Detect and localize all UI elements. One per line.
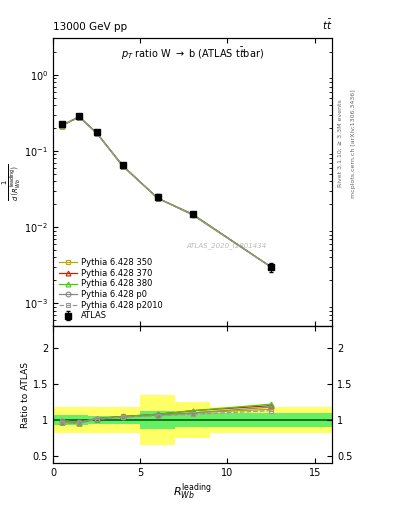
Y-axis label: Ratio to ATLAS: Ratio to ATLAS [21, 362, 30, 428]
Pythia 6.428 p0 [77, 114, 82, 120]
Pythia 6.428 380 [190, 211, 195, 217]
Text: ATLAS_2020_I1801434: ATLAS_2020_I1801434 [186, 242, 266, 249]
Pythia 6.428 p0 [120, 163, 125, 169]
X-axis label: $R_{Wb}^{\mathrm{leading}}$: $R_{Wb}^{\mathrm{leading}}$ [173, 481, 212, 502]
Pythia 6.428 p0 [190, 212, 195, 218]
Pythia 6.428 350 [77, 114, 82, 120]
Text: Rivet 3.1.10; ≥ 3.3M events: Rivet 3.1.10; ≥ 3.3M events [338, 99, 343, 187]
Pythia 6.428 350 [59, 122, 64, 129]
Pythia 6.428 p0 [269, 264, 274, 270]
Pythia 6.428 350 [94, 130, 99, 136]
Pythia 6.428 p2010 [120, 163, 125, 169]
Pythia 6.428 350 [269, 264, 274, 270]
Pythia 6.428 p2010 [190, 212, 195, 218]
Pythia 6.428 380 [155, 195, 160, 201]
Pythia 6.428 p2010 [269, 264, 274, 270]
Line: Pythia 6.428 380: Pythia 6.428 380 [59, 115, 274, 269]
Line: Pythia 6.428 350: Pythia 6.428 350 [59, 115, 274, 269]
Pythia 6.428 p2010 [155, 195, 160, 201]
Pythia 6.428 380 [94, 130, 99, 136]
Line: Pythia 6.428 p0: Pythia 6.428 p0 [59, 114, 274, 269]
Pythia 6.428 380 [269, 264, 274, 270]
Pythia 6.428 370 [155, 195, 160, 201]
Pythia 6.428 370 [190, 211, 195, 217]
Pythia 6.428 370 [59, 122, 64, 129]
Text: 13000 GeV pp: 13000 GeV pp [53, 22, 127, 32]
Pythia 6.428 350 [190, 212, 195, 218]
Legend: Pythia 6.428 350, Pythia 6.428 370, Pythia 6.428 380, Pythia 6.428 p0, Pythia 6.: Pythia 6.428 350, Pythia 6.428 370, Pyth… [57, 257, 164, 322]
Text: $p_T$ ratio W $\rightarrow$ b (ATLAS t$\bar{t}$bar): $p_T$ ratio W $\rightarrow$ b (ATLAS t$\… [121, 46, 264, 61]
Pythia 6.428 350 [155, 195, 160, 201]
Pythia 6.428 380 [120, 163, 125, 169]
Pythia 6.428 380 [59, 122, 64, 129]
Line: Pythia 6.428 p2010: Pythia 6.428 p2010 [59, 115, 274, 269]
Pythia 6.428 370 [77, 114, 82, 120]
Text: mcplots.cern.ch [arXiv:1306.3436]: mcplots.cern.ch [arXiv:1306.3436] [351, 89, 356, 198]
Pythia 6.428 370 [94, 130, 99, 136]
Pythia 6.428 380 [77, 114, 82, 120]
Pythia 6.428 370 [269, 264, 274, 270]
Y-axis label: $\frac{d\sigma}{d\sigma}$
$\frac{1}{d\,\left(R_{Wb}^{\mathrm{leading}}\right)}$: $\frac{d\sigma}{d\sigma}$ $\frac{1}{d\,\… [0, 164, 23, 201]
Pythia 6.428 p0 [94, 130, 99, 136]
Pythia 6.428 p2010 [94, 130, 99, 136]
Pythia 6.428 p0 [155, 195, 160, 201]
Pythia 6.428 p2010 [59, 122, 64, 129]
Pythia 6.428 p2010 [77, 114, 82, 120]
Line: Pythia 6.428 370: Pythia 6.428 370 [59, 115, 274, 269]
Text: $t\bar{t}$: $t\bar{t}$ [321, 18, 332, 32]
Pythia 6.428 350 [120, 163, 125, 169]
Pythia 6.428 p0 [59, 122, 64, 128]
Pythia 6.428 370 [120, 163, 125, 169]
